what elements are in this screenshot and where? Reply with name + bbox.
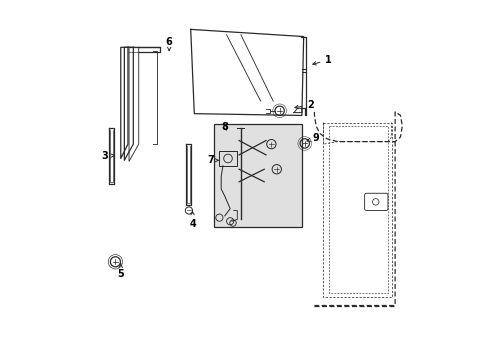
Text: 1: 1 xyxy=(312,55,331,65)
Text: 6: 6 xyxy=(165,37,172,50)
Text: 8: 8 xyxy=(221,122,228,132)
Text: 9: 9 xyxy=(306,133,319,143)
Text: 2: 2 xyxy=(294,100,314,110)
Text: 3: 3 xyxy=(101,150,114,161)
Text: 5: 5 xyxy=(117,264,124,279)
FancyBboxPatch shape xyxy=(214,125,301,226)
Text: 7: 7 xyxy=(206,155,219,165)
Text: 4: 4 xyxy=(189,212,196,229)
